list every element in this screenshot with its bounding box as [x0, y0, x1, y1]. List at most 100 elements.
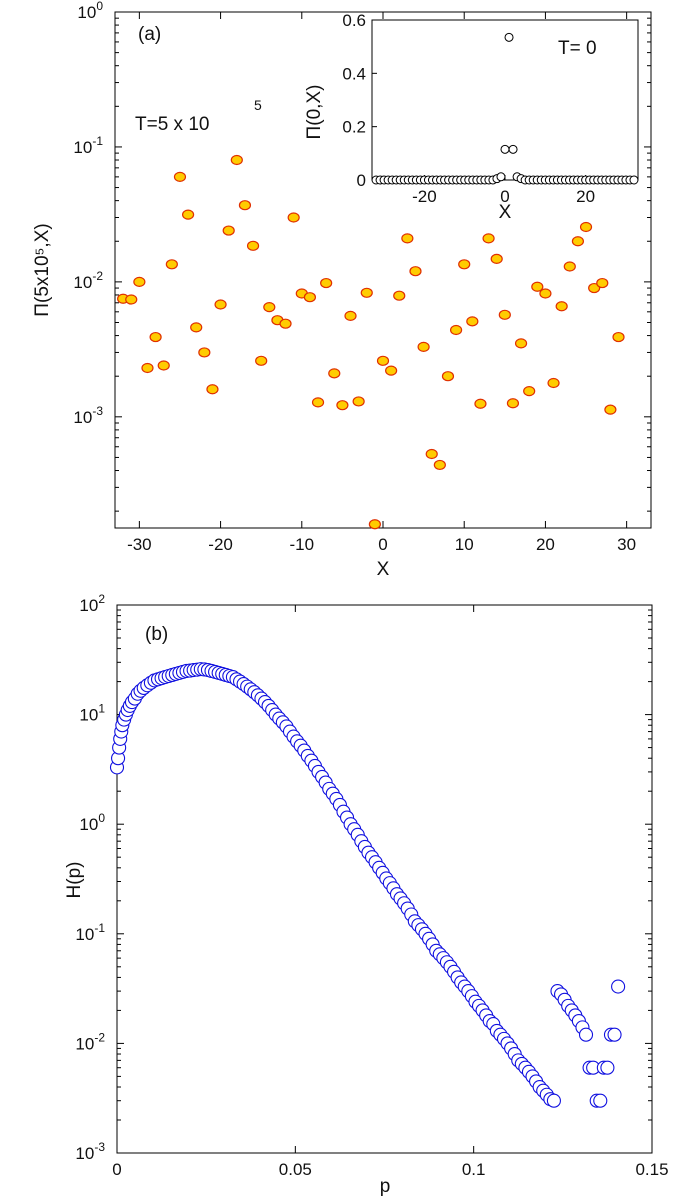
data-point: [482, 233, 495, 244]
data-point: [539, 288, 552, 299]
data-point: [181, 209, 195, 220]
data-point: [173, 171, 187, 182]
data-point: [198, 347, 211, 358]
data-point: [612, 331, 625, 343]
data-point: [578, 1027, 594, 1042]
x-tick-label: 0.05: [279, 1160, 312, 1179]
data-point: [360, 287, 373, 298]
inset-y-tick-label: 0.4: [342, 64, 366, 83]
data-point: [352, 396, 365, 407]
x-tick-label: 30: [617, 535, 636, 554]
data-point: [263, 302, 276, 313]
data-point: [433, 459, 446, 471]
inset-points: [371, 32, 639, 185]
x-tick-label: 0: [378, 535, 387, 554]
inset-x-tick-label: 20: [576, 187, 595, 206]
data-point: [593, 1093, 608, 1108]
data-point: [157, 360, 170, 371]
data-point: [141, 362, 154, 374]
panel-a-xlabel: X: [377, 559, 390, 580]
data-point: [498, 309, 511, 320]
inset-data-point: [508, 144, 518, 154]
data-point: [393, 290, 406, 301]
data-point: [531, 281, 544, 292]
data-point: [376, 355, 390, 366]
panel-b-label: (b): [145, 624, 168, 645]
x-tick-label: 0: [112, 1160, 121, 1179]
y-tick-label: 100: [77, 0, 103, 22]
panel-b-points: [109, 662, 626, 1108]
y-tick-label: 10-3: [75, 1140, 105, 1163]
data-point: [607, 1027, 622, 1042]
data-point: [133, 276, 146, 287]
data-point: [368, 519, 381, 530]
y-tick-label: 10-2: [75, 1030, 105, 1053]
inset-y-tick-label: 0.6: [342, 11, 366, 30]
data-point: [474, 398, 487, 409]
data-point: [523, 386, 536, 397]
data-point: [320, 277, 333, 289]
panel-b-ylabel: H(p): [64, 862, 85, 899]
data-point: [246, 240, 260, 251]
inset-y-tick-label: 0.2: [342, 118, 366, 137]
data-point: [441, 371, 455, 382]
data-point: [149, 331, 162, 343]
data-point: [490, 253, 503, 265]
panel-a-ylabel: Π(5x10⁵,X): [32, 223, 53, 316]
data-point: [255, 355, 268, 366]
inset-xlabel: X: [499, 202, 512, 223]
data-point: [579, 221, 593, 233]
panel-a-annotation-exponent: 5: [254, 97, 262, 113]
panel-a-points: [117, 154, 625, 530]
x-tick-label: 20: [536, 535, 555, 554]
x-tick-label: 0.15: [635, 1160, 668, 1179]
y-tick-label: 10-1: [73, 134, 103, 157]
inset-x-tick-label: -20: [412, 187, 437, 206]
panel-b-ticks: 0 0.05 0.1 0.15 10-3 10-2 10-1 100 101 102: [75, 592, 668, 1179]
x-tick-label: -20: [208, 535, 233, 554]
data-point: [125, 294, 138, 305]
inset-data-point: [504, 32, 514, 42]
data-point: [571, 236, 585, 247]
data-point: [222, 225, 235, 236]
data-point: [547, 377, 560, 389]
inset-data-point: [500, 144, 510, 154]
data-point: [385, 365, 398, 376]
x-tick-label: -30: [127, 535, 152, 554]
panel-b-xlabel: p: [380, 1176, 391, 1197]
panel-a-annotation: T=5 x 10: [135, 114, 209, 135]
panel-a: -30 -20 -10 0 10 20 30 10-3 10-2 10-1 100 (a) T=5 …: [32, 0, 652, 580]
data-point: [458, 259, 471, 270]
inset-annotation: T= 0: [558, 38, 597, 59]
panel-a-inset: -20 0 20 0 0.2 0.4 0.6 T= 0 X Π(0,X): [304, 11, 639, 223]
inset-y-tick-label: 0: [357, 171, 366, 190]
data-point: [303, 292, 317, 303]
data-point: [279, 318, 292, 329]
x-tick-label: 0.1: [462, 1160, 486, 1179]
data-point: [311, 397, 325, 408]
data-point: [555, 301, 568, 312]
panel-b-frame: [116, 604, 653, 1154]
data-point: [449, 324, 463, 336]
data-point: [563, 261, 576, 272]
data-point: [344, 310, 357, 321]
data-point: [190, 322, 203, 333]
data-point: [230, 154, 243, 166]
y-tick-label: 102: [79, 592, 105, 615]
data-point: [588, 282, 601, 294]
data-point: [425, 448, 438, 460]
data-point: [506, 398, 520, 409]
panel-a-ticks: -30 -20 -10 0 10 20 30 10-3 10-2 10-1 100: [73, 0, 651, 554]
data-point: [611, 979, 626, 994]
data-point: [328, 368, 341, 379]
data-point: [214, 299, 227, 310]
data-point: [600, 1060, 615, 1075]
y-tick-label: 100: [79, 811, 105, 834]
inset-data-point: [629, 175, 639, 185]
inset-ylabel: Π(0,X): [304, 85, 325, 140]
y-tick-label: 10-3: [73, 404, 103, 427]
data-point: [287, 212, 300, 223]
x-tick-label: 10: [455, 535, 474, 554]
data-point: [546, 1093, 561, 1108]
